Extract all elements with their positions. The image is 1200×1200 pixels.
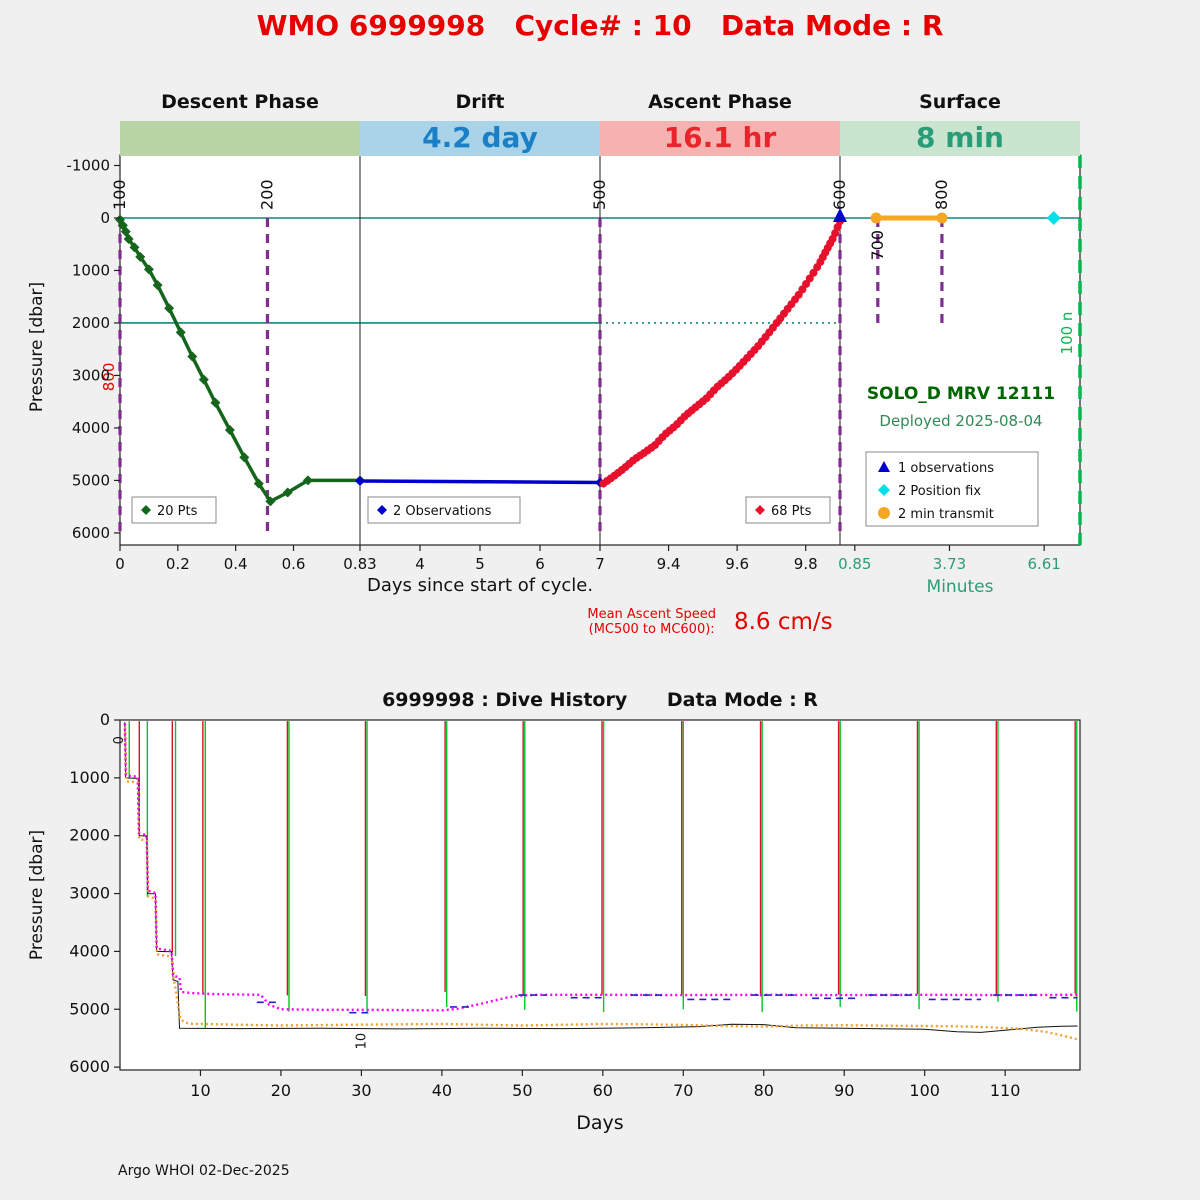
svg-text:0: 0	[115, 555, 125, 573]
band-surface-duration: 8 min	[840, 121, 1080, 156]
band-descent-duration	[120, 121, 360, 156]
svg-text:800: 800	[932, 179, 951, 210]
mean-ascent-speed-caption: Mean Ascent Speed (MC500 to MC600):	[587, 607, 716, 637]
svg-text:3000: 3000	[72, 366, 110, 384]
svg-text:200: 200	[257, 179, 276, 210]
svg-text:0.6: 0.6	[282, 555, 306, 573]
bottom-y-axis-label: Pressure [dbar]	[27, 829, 47, 961]
svg-text:9.8: 9.8	[794, 555, 818, 573]
svg-text:6: 6	[535, 555, 545, 573]
top-chart: 100 200 500 600 700 800 100 n 800 -1000 0 1000 2000…	[66, 154, 1082, 573]
svg-text:80: 80	[754, 1081, 774, 1100]
svg-text:7: 7	[595, 555, 605, 573]
svg-text:1000: 1000	[69, 768, 110, 787]
svg-text:10: 10	[354, 1033, 369, 1050]
svg-text:60: 60	[593, 1081, 613, 1100]
band-ascent-duration: 16.1 hr	[600, 121, 840, 156]
svg-text:0: 0	[112, 736, 127, 744]
legend-surface-markers	[865, 451, 1039, 527]
svg-text:4000: 4000	[69, 941, 110, 960]
svg-text:100: 100	[110, 179, 129, 210]
phase-header-descent: Descent Phase	[161, 91, 319, 113]
svg-text:6000: 6000	[69, 1057, 110, 1076]
svg-text:2000: 2000	[69, 826, 110, 845]
svg-text:2 Position fix: 2 Position fix	[898, 484, 981, 499]
svg-text:2000: 2000	[72, 314, 110, 332]
svg-text:30: 30	[351, 1081, 371, 1100]
svg-text:90: 90	[834, 1081, 854, 1100]
svg-text:5000: 5000	[69, 999, 110, 1018]
svg-text:0.4: 0.4	[224, 555, 248, 573]
top-y-axis-label: Pressure [dbar]	[27, 281, 47, 413]
svg-text:68 Pts: 68 Pts	[771, 504, 812, 519]
svg-text:3.73: 3.73	[933, 555, 966, 573]
svg-text:5000: 5000	[72, 471, 110, 489]
mean-ascent-speed-value: 8.6 cm/s	[733, 609, 833, 635]
svg-text:800: 800	[100, 363, 118, 392]
band-drift-duration: 4.2 day	[360, 121, 600, 156]
page-title: WMO 6999998 Cycle# : 10 Data Mode : R	[256, 9, 944, 42]
drift-line	[359, 479, 601, 485]
mean-ascent-speed-line2: (MC500 to MC600):	[588, 622, 715, 637]
footer-credit: Argo WHOI 02-Dec-2025	[118, 1163, 290, 1179]
dive-history-title: 6999998 : Dive History Data Mode : R	[382, 689, 818, 711]
svg-text:2 min transmit: 2 min transmit	[898, 507, 994, 522]
observation-triangle-marker	[833, 207, 847, 222]
svg-text:0.83: 0.83	[343, 555, 376, 573]
svg-text:4: 4	[415, 555, 425, 573]
bottom-plot-area	[120, 720, 1080, 1070]
svg-text:6.61: 6.61	[1027, 555, 1060, 573]
minutes-axis-label: Minutes	[926, 577, 994, 597]
svg-text:0: 0	[100, 710, 110, 729]
phase-header-surface: Surface	[919, 91, 1001, 113]
svg-text:9.6: 9.6	[725, 555, 749, 573]
svg-text:9.4: 9.4	[657, 555, 681, 573]
svg-text:20: 20	[271, 1081, 291, 1100]
svg-text:40: 40	[432, 1081, 452, 1100]
svg-text:100 n: 100 n	[1058, 312, 1076, 355]
svg-text:1000: 1000	[72, 261, 110, 279]
phase-header-ascent: Ascent Phase	[648, 91, 792, 113]
deployed-date-label: Deployed 2025-08-04	[879, 412, 1043, 430]
svg-text:500: 500	[590, 179, 609, 210]
svg-text:-1000: -1000	[66, 156, 110, 174]
svg-text:0.85: 0.85	[838, 555, 871, 573]
phase-header-drift: Drift	[455, 91, 505, 113]
svg-text:10: 10	[190, 1081, 210, 1100]
svg-text:700: 700	[868, 230, 887, 261]
bottom-x-axis-label: Days	[576, 1112, 624, 1134]
svg-text:6000: 6000	[72, 524, 110, 542]
mean-ascent-speed-block: Mean Ascent Speed (MC500 to MC600): 8.6 …	[470, 607, 950, 637]
svg-text:4000: 4000	[72, 419, 110, 437]
svg-text:0.2: 0.2	[166, 555, 190, 573]
svg-text:100: 100	[909, 1081, 940, 1100]
svg-text:600: 600	[830, 179, 849, 210]
svg-text:20 Pts: 20 Pts	[157, 504, 198, 519]
svg-text:1 observations: 1 observations	[898, 461, 994, 476]
svg-text:110: 110	[990, 1081, 1021, 1100]
max-pressure-line	[124, 726, 1078, 1041]
svg-text:5: 5	[475, 555, 485, 573]
bottom-chart: 10 20 30 40 50 60 70 80 90 100 1100100020003000400…	[69, 710, 1081, 1100]
svg-text:70: 70	[673, 1081, 693, 1100]
legend-drift	[367, 496, 521, 524]
mean-ascent-speed-line1: Mean Ascent Speed	[587, 607, 716, 622]
svg-text:50: 50	[512, 1081, 532, 1100]
float-model-label: SOLO_D MRV 12111	[866, 384, 1056, 404]
svg-text:0: 0	[100, 209, 110, 227]
bottom-pressure-line	[124, 722, 1078, 1033]
svg-text:2 Observations: 2 Observations	[393, 504, 492, 519]
svg-text:3000: 3000	[69, 884, 110, 903]
top-x-axis-label: Days since start of cycle.	[366, 575, 594, 596]
